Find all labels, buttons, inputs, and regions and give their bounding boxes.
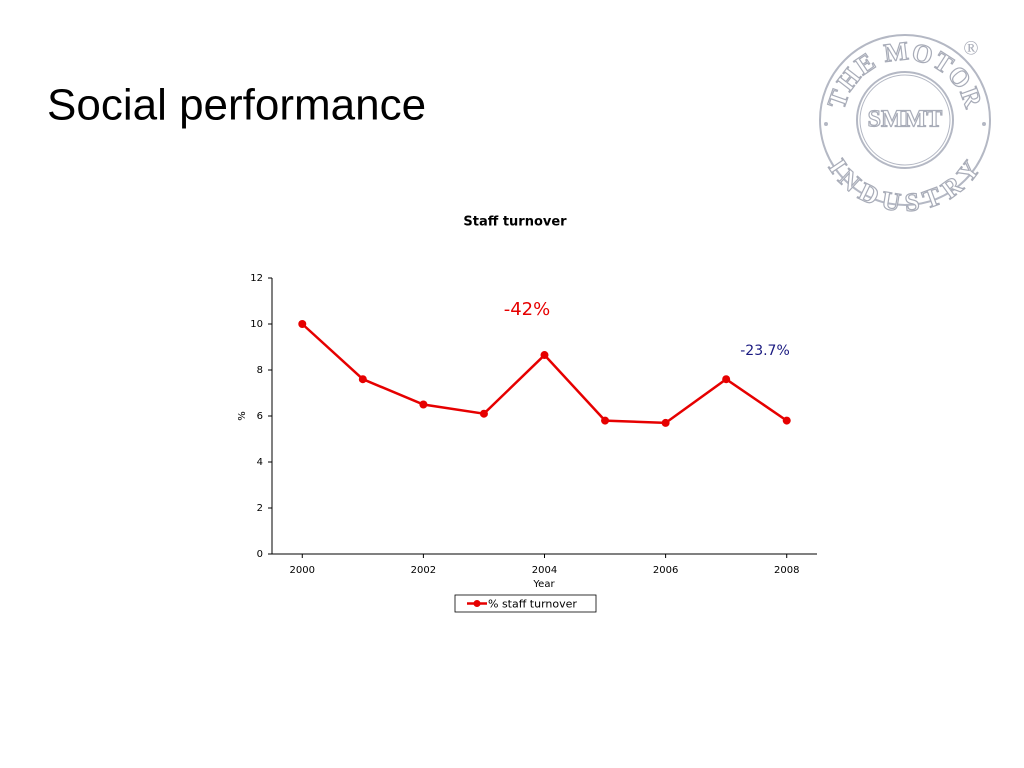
y-tick-label: 8 (257, 365, 263, 376)
logo-center: SMMT (868, 107, 943, 133)
data-line (301, 323, 788, 425)
data-point (782, 416, 791, 425)
logo-ring-bottom: INDUSTRY (822, 153, 986, 218)
legend-marker (473, 600, 481, 607)
logo-inner-ring (856, 71, 954, 169)
logo: THE MOTOR INDUSTRY SMMT ® (819, 34, 991, 218)
y-axis-label: % (237, 411, 248, 421)
logo-dot (982, 122, 986, 126)
x-tick-label: 2004 (532, 565, 557, 576)
legend-box (454, 594, 597, 613)
logo-mark: ® (963, 38, 978, 60)
y-tick-label: 12 (250, 273, 263, 284)
y-tick-label: 10 (250, 319, 263, 330)
data-point (540, 351, 549, 360)
logo-ring (819, 34, 991, 206)
x-tick-label: 2008 (774, 565, 799, 576)
data-point (298, 320, 307, 328)
x-axis-label: Year (532, 579, 555, 590)
chart: Staff turnover Year % 0 2 4 6 8 10 12 2000 2002 2… (237, 215, 817, 613)
chart-title: Staff turnover (463, 215, 567, 230)
annotation: -42% (504, 299, 551, 320)
data-point (479, 409, 488, 418)
data-point (358, 375, 367, 384)
x-tick-label: 2006 (653, 565, 678, 576)
logo-dot (824, 122, 828, 126)
y-tick-label: 4 (257, 457, 263, 468)
legend-label: % staff turnover (488, 598, 577, 611)
logo-inner-ring (859, 74, 951, 166)
y-tick-label: 0 (257, 549, 263, 560)
data-point (601, 416, 610, 425)
slide-title: Social performance (47, 81, 426, 130)
data-point (722, 375, 731, 384)
logo-ring-text: INDUSTRY (822, 154, 987, 218)
data-point (661, 418, 670, 427)
y-tick-label: 2 (257, 503, 263, 514)
y-tick-label: 6 (257, 411, 263, 422)
data-point (419, 400, 428, 409)
x-tick-label: 2000 (290, 565, 315, 576)
annotation: -23.7% (740, 343, 790, 359)
x-tick-label: 2002 (411, 565, 436, 576)
